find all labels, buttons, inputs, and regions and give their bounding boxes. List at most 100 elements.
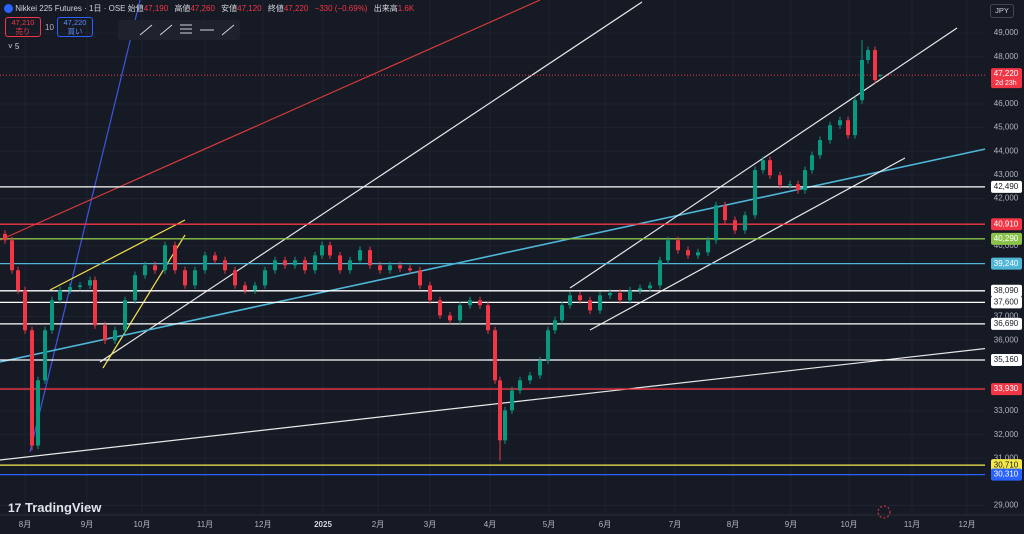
candle-body [348,260,352,271]
x-tick-label: 8月 [19,520,31,529]
x-tick-label: 12月 [255,520,272,529]
candle-body [448,315,452,321]
y-tick-label: 29,000 [994,501,1019,510]
candle-body [418,270,422,286]
candle-body [686,250,690,256]
ohlc-value: 47,190 [143,4,169,13]
x-tick-label: 9月 [81,520,93,529]
candle-body [223,260,227,271]
x-tick-label: 10月 [841,520,858,529]
level-label: 38,090 [994,286,1019,295]
level-tag [991,383,1022,396]
trend-line [0,0,541,241]
candle-body [486,305,490,331]
candle-body [43,330,47,381]
level-label: 37,600 [994,297,1019,306]
candle-body [503,410,507,441]
level-tag [991,284,1022,297]
level-tag [991,218,1022,231]
candle-body [293,260,297,266]
tool-icon[interactable] [221,24,235,36]
candle-body [723,205,727,221]
candle-body [528,375,532,381]
candle-body [560,305,564,321]
candle-body [213,255,217,261]
x-tick-label: 8月 [727,520,739,529]
symbol[interactable]: Nikkei 225 Futures · 1日 · OSE [15,4,126,13]
brand: 17 TradingView [8,500,101,515]
candle-body [103,325,107,341]
candle-body [113,330,117,341]
x-tick-label: 12月 [959,520,976,529]
candle-body [873,50,877,81]
tool-icon[interactable] [139,24,153,36]
currency[interactable]: JPY [990,4,1014,18]
candle-body [78,285,82,288]
candle-body [88,280,92,286]
candle-body [568,295,572,306]
event-marker[interactable] [877,505,891,519]
candle-body [498,380,502,441]
candle-body [878,75,882,77]
trend-line [49,219,186,291]
buy-button[interactable]: 47,220 買い [57,17,93,37]
ohlc-value: 47,260 [190,4,215,13]
level-tag [991,257,1022,270]
x-tick-label: 3月 [424,520,436,529]
candle-body [398,265,402,269]
candle-body [378,265,382,271]
level-tag [991,232,1022,245]
x-tick-label: 2月 [372,520,384,529]
levels [0,74,985,476]
last-price-tag [991,68,1022,89]
candle-body [428,285,432,301]
toolbar-bg [118,20,240,40]
candle-body [328,245,332,256]
y-tick-label: 33,000 [994,406,1019,415]
candle-body [133,275,137,301]
candle-body [546,330,550,361]
ohlc-label: 終値 [267,4,284,13]
candle-body [810,155,814,171]
buy-label: 買い [67,27,83,36]
level-label: 39,240 [994,259,1019,268]
level-label: 40,290 [994,234,1019,243]
candle-body [123,300,127,331]
candle-body [538,360,542,376]
candle-body [638,288,642,291]
y-tick-label: 46,000 [994,99,1019,108]
level-label: 36,690 [994,319,1019,328]
candle-body [578,295,582,301]
sell-button[interactable]: 47,210 売り [5,17,41,37]
candle-body [263,270,267,286]
candle-body [803,170,807,191]
candle-body [598,295,602,311]
candle-body [303,260,307,271]
trend-line [29,0,141,453]
candle-body [243,285,247,291]
candle-body [408,268,412,271]
candle-body [50,300,54,331]
brand-logo: 17 [8,501,22,515]
spread: 10 [45,23,54,32]
change: −330 (−0.69%) [314,4,368,13]
ohlc-value: 47,120 [237,4,262,13]
candle-body [493,330,497,381]
brand-name: TradingView [24,500,102,515]
candle-body [388,265,392,271]
candle-body [866,50,870,61]
candle-body [338,255,342,271]
tool-icon[interactable] [159,24,173,36]
level-label: 42,490 [994,182,1019,191]
countdown: 2d 23h [995,80,1017,87]
candle-body [478,300,482,306]
candle-body [163,245,167,271]
tool-icon[interactable] [180,24,192,34]
candle-body [768,160,772,176]
indicator[interactable]: ˅ 5 [8,42,20,51]
candle-body [714,205,718,241]
candle-body [3,233,7,241]
trend-line [0,147,991,363]
